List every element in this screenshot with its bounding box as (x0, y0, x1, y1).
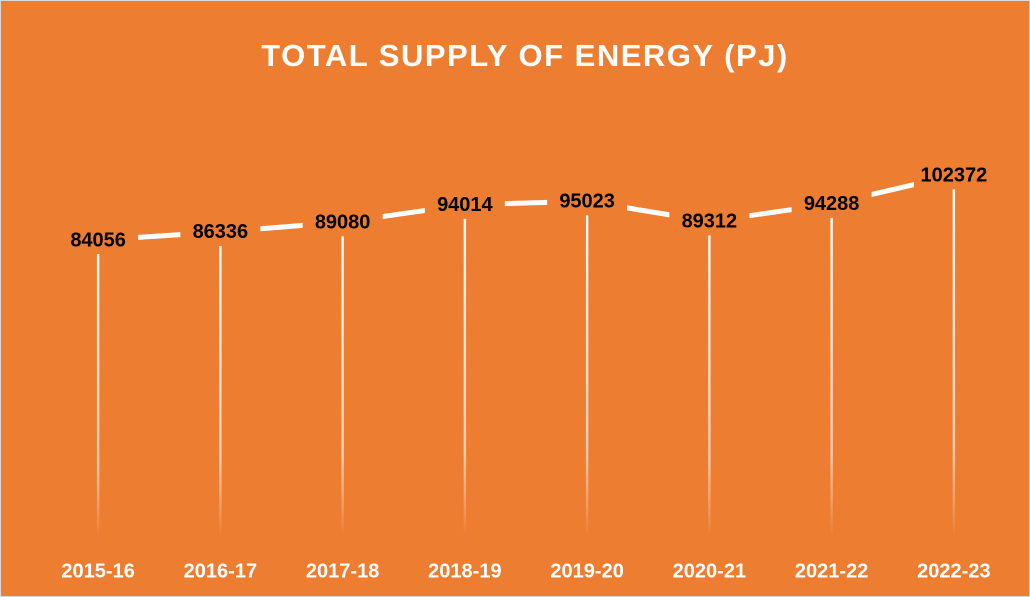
data-label: 89080 (315, 212, 371, 234)
drop-line (341, 222, 344, 537)
data-label: 84056 (70, 229, 126, 251)
drop-line (96, 240, 100, 537)
data-label: 86336 (193, 221, 249, 243)
label-bg (669, 207, 750, 236)
label-bg (180, 217, 261, 246)
x-tick-label: 2019-20 (550, 560, 623, 582)
label-bg (302, 208, 383, 237)
x-tick-label: 2015-16 (61, 560, 134, 582)
label-bg (913, 161, 994, 190)
drop-line (463, 204, 467, 537)
drop-line (219, 231, 222, 537)
data-label: 95023 (559, 191, 615, 213)
x-tick-label: 2016-17 (184, 560, 257, 582)
x-tick-label: 2018-19 (428, 560, 501, 582)
chart-title: TOTAL SUPPLY OF ENERGY (PJ) (261, 38, 788, 73)
drop-line (830, 203, 833, 537)
label-bg (424, 190, 505, 219)
data-label: 102372 (921, 165, 988, 187)
label-bg (547, 187, 628, 216)
label-bg (791, 189, 872, 218)
label-bg (58, 226, 139, 255)
x-tick-label: 2020-21 (673, 560, 746, 582)
data-label: 94288 (804, 193, 860, 215)
drop-line (708, 221, 711, 537)
x-tick-label: 2021-22 (795, 560, 868, 582)
drop-line (585, 201, 589, 537)
x-tick-label: 2022-23 (917, 560, 990, 582)
drop-line (952, 175, 956, 538)
data-label: 89312 (682, 211, 738, 233)
x-tick-label: 2017-18 (306, 560, 379, 582)
data-label: 94014 (437, 194, 493, 216)
